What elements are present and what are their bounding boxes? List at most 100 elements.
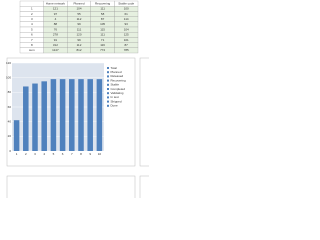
cell-text: 88 bbox=[54, 22, 58, 26]
legend-label: Completed bbox=[111, 87, 126, 91]
bar bbox=[69, 79, 75, 151]
header-text: Recovering bbox=[95, 1, 111, 5]
cell-text: 2 bbox=[31, 12, 33, 16]
bar bbox=[23, 86, 29, 151]
legend-label: In test bbox=[111, 95, 119, 99]
cell-text: 58 bbox=[101, 12, 105, 16]
page: {"table":{"header":["","Home network","P… bbox=[0, 0, 149, 198]
cell bbox=[114, 47, 139, 54]
header-text: Planned bbox=[73, 1, 84, 5]
cell-text: 8 bbox=[31, 43, 33, 47]
header-cell bbox=[19, 0, 44, 7]
cell-text: 61 bbox=[125, 12, 129, 16]
cell-text: 278 bbox=[53, 33, 58, 37]
legend-swatch bbox=[107, 79, 109, 82]
legend-label: Planned bbox=[111, 70, 122, 74]
cell-text: 812 bbox=[76, 48, 81, 52]
x-tick-label: 9 bbox=[89, 152, 91, 156]
cell-text: 1 bbox=[31, 7, 33, 11]
cell-text: 7 bbox=[31, 38, 33, 42]
legend-label: Validating bbox=[111, 91, 124, 95]
cell-text: 785 bbox=[124, 48, 129, 52]
x-tick-label: 2 bbox=[25, 152, 27, 156]
cell-text: 111 bbox=[100, 33, 105, 37]
cell-text: 101 bbox=[124, 38, 129, 42]
legend-swatch bbox=[107, 96, 109, 99]
legend-swatch bbox=[107, 83, 109, 86]
cell-text: 87 bbox=[101, 17, 105, 21]
fourth-chart-frame bbox=[139, 175, 149, 198]
cell-text: 116 bbox=[100, 43, 105, 47]
cell-text: 125 bbox=[124, 33, 129, 37]
cell-text: 5 bbox=[31, 27, 33, 31]
cell-text: 104 bbox=[76, 7, 81, 11]
cell-text: 104 bbox=[124, 27, 129, 31]
cell-text: 3 bbox=[31, 17, 33, 21]
cell-text: 111 bbox=[100, 7, 105, 11]
cell-text: 111 bbox=[77, 27, 82, 31]
bar bbox=[78, 79, 84, 151]
cell-text: 120 bbox=[76, 33, 81, 37]
legend-swatch bbox=[107, 88, 109, 90]
y-tick-label: 60 bbox=[8, 105, 12, 109]
x-tick-label: 4 bbox=[43, 152, 45, 156]
cell-text: 6 bbox=[31, 33, 33, 37]
cell-text: 105 bbox=[100, 22, 105, 26]
cell-text: 112 bbox=[77, 17, 82, 21]
cell-text: 774 bbox=[100, 48, 105, 52]
x-tick-label: 5 bbox=[53, 152, 55, 156]
legend-label: Shipped bbox=[111, 99, 122, 103]
cell-text: 100 bbox=[124, 7, 129, 11]
cell-text: 93 bbox=[125, 22, 129, 26]
sheet: Home network Planned Recovering Stable code… bbox=[0, 0, 149, 198]
legend-swatch bbox=[107, 104, 109, 107]
cell-text: 4 bbox=[55, 17, 57, 21]
legend-label: Total bbox=[111, 66, 118, 70]
third-chart-frame bbox=[6, 175, 136, 198]
y-tick-label: 120 bbox=[6, 61, 11, 65]
cell-text: 99 bbox=[77, 38, 81, 42]
cell-text: 312 bbox=[53, 43, 58, 47]
cell-text: 97 bbox=[54, 12, 58, 16]
legend-swatch bbox=[107, 100, 109, 103]
y-tick-label: 100 bbox=[6, 75, 11, 79]
cell-text: 71 bbox=[101, 38, 105, 42]
y-tick-label: 0 bbox=[9, 149, 11, 153]
y-tick-label: 20 bbox=[8, 134, 12, 138]
x-tick-label: 8 bbox=[80, 152, 82, 156]
legend-swatch bbox=[107, 71, 109, 74]
cell-text: 87 bbox=[125, 43, 129, 47]
y-tick-label: 40 bbox=[8, 119, 12, 123]
bar bbox=[13, 120, 20, 151]
legend-label: Released bbox=[111, 74, 124, 78]
x-tick-label: 3 bbox=[34, 152, 36, 156]
cell-text: 99 bbox=[77, 22, 81, 26]
cell-text: 121 bbox=[53, 7, 58, 11]
cell-text: 4 bbox=[31, 22, 33, 26]
legend-label: Recovering bbox=[111, 78, 127, 82]
cell-text: 76 bbox=[54, 27, 58, 31]
bar bbox=[41, 81, 47, 151]
cell-text: 91 bbox=[54, 38, 58, 42]
cell-text: 112 bbox=[77, 43, 82, 47]
header-text: Stable code bbox=[118, 1, 134, 5]
bar bbox=[59, 79, 66, 151]
x-tick-label: 10 bbox=[98, 152, 102, 156]
legend-swatch bbox=[107, 67, 109, 69]
bar bbox=[50, 79, 57, 151]
x-tick-label: 7 bbox=[71, 152, 73, 156]
cell-text: 1147 bbox=[52, 48, 59, 52]
header-text: Home network bbox=[46, 1, 66, 5]
legend-label: Stable bbox=[111, 83, 120, 87]
bar bbox=[32, 83, 38, 151]
legend-label: Done bbox=[111, 104, 119, 108]
bar bbox=[96, 79, 103, 151]
cell-text: sum bbox=[29, 48, 35, 52]
legend-swatch bbox=[107, 92, 109, 95]
y-tick-label: 80 bbox=[8, 90, 12, 94]
cell-text: 115 bbox=[100, 27, 105, 31]
second-chart-frame bbox=[139, 57, 149, 167]
legend-swatch bbox=[107, 75, 109, 78]
cell-text: 114 bbox=[124, 17, 129, 21]
x-tick-label: 1 bbox=[16, 152, 18, 156]
